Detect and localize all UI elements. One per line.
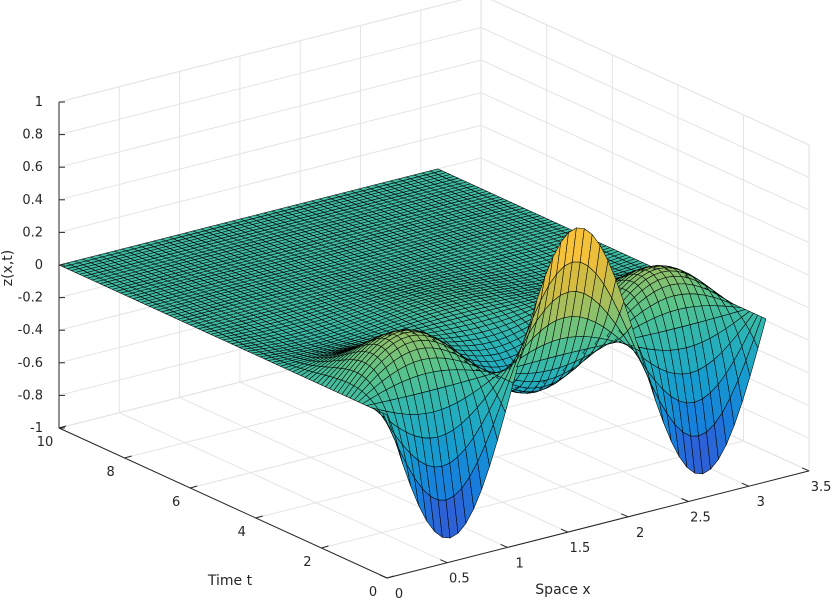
- x-tick-mark: [440, 559, 448, 564]
- z-tick-label: 0: [35, 258, 43, 273]
- y-tick-mark: [124, 455, 132, 459]
- surface-patch: [753, 316, 767, 349]
- z-axis-label: z(x,t): [0, 250, 16, 287]
- y-tick-label: 8: [106, 465, 114, 480]
- x-tick-mark: [801, 467, 810, 472]
- z-tick-label: 0.8: [22, 128, 43, 143]
- x-tick-label: 1.5: [570, 541, 591, 556]
- side-wall-grid-line: [480, 92, 810, 244]
- z-tick-label: 0.2: [22, 225, 43, 240]
- z-tick-label: -0.6: [18, 356, 43, 371]
- y-tick-label: 6: [172, 495, 180, 510]
- x-tick-label: 1: [515, 556, 523, 571]
- y-tick-labels: 0 2 4 6 8 10: [37, 425, 395, 600]
- y-tick-mark: [58, 425, 67, 429]
- y-tick-label: 0: [369, 585, 377, 600]
- back-wall-grid-line: [58, 27, 482, 136]
- y-tick-mark: [321, 545, 329, 549]
- x-tick-mark: [681, 498, 689, 502]
- x-axis-label: Space x: [535, 582, 590, 598]
- x-axis-line: [386, 470, 810, 579]
- y-tick-label: 2: [303, 555, 311, 570]
- x-tick-label: 0.5: [449, 572, 470, 587]
- y-axis-label: Time t: [207, 573, 253, 589]
- side-wall-grid-line: [491, 0, 810, 146]
- side-wall-grid-line: [480, 59, 810, 211]
- surface-mesh: [58, 168, 767, 539]
- side-wall-grid-line: [480, 124, 810, 276]
- x-tick-mark: [500, 543, 508, 548]
- back-wall-grid-line: [58, 0, 464, 103]
- floor-grid-line: [321, 440, 744, 549]
- y-axis-line: [58, 427, 388, 579]
- x-tick-mark: [379, 574, 388, 579]
- z-tick-label: 0.4: [22, 193, 43, 208]
- y-tick-mark: [190, 485, 198, 489]
- z-tick-label: 0.6: [22, 160, 43, 175]
- z-tick-label: 1: [35, 95, 43, 110]
- z-tick-label: -1: [30, 421, 43, 436]
- y-tick-mark: [255, 515, 263, 519]
- x-tick-label: 2: [636, 526, 644, 541]
- back-wall-grid-line: [58, 124, 482, 233]
- z-tick-label: -0.2: [18, 291, 43, 306]
- x-tick-mark: [621, 513, 629, 518]
- z-tick-label: -0.4: [18, 323, 43, 338]
- floor-grid-line: [119, 412, 448, 564]
- x-tick-label: 2.5: [690, 511, 711, 526]
- x-tick-mark: [741, 482, 749, 487]
- grid-outline: [58, 0, 464, 103]
- back-wall-grid-line: [58, 92, 482, 201]
- x-tick-label: 3: [757, 495, 765, 510]
- y-tick-label: 10: [37, 435, 54, 450]
- y-tick-mark: [386, 575, 395, 579]
- z-tick-labels: -1 -0.8 -0.6 -0.4 -0.2 0 0.2 0.4 0.6 0.8 1: [18, 95, 65, 436]
- side-wall-grid-line: [480, 27, 810, 178]
- z-tick-label: -0.8: [18, 388, 43, 403]
- x-tick-label: 3.5: [811, 480, 832, 495]
- x-tick-label: 0: [395, 587, 403, 602]
- back-wall-grid-line: [58, 59, 482, 168]
- grid-outline: [491, 0, 810, 146]
- x-tick-labels: 0 0.5 1 1.5 2 2.5 3 3.5: [379, 467, 832, 602]
- x-tick-mark: [560, 528, 569, 533]
- side-wall-grid-line: [480, 157, 810, 309]
- y-tick-label: 4: [238, 525, 246, 540]
